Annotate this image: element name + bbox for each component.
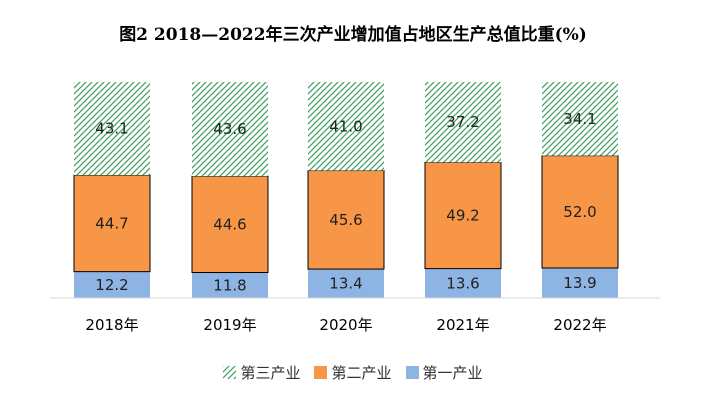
x-tick-label-2: 2020年 xyxy=(319,316,372,334)
data-label-primary-2: 13.4 xyxy=(329,275,362,293)
data-label-primary-4: 13.9 xyxy=(563,274,596,292)
bar-primary-2 xyxy=(308,269,384,298)
data-label-primary-3: 13.6 xyxy=(446,274,479,292)
chart-title: 图2 2018—2022年三次产业增加值占地区生产总值比重(%) xyxy=(119,25,587,45)
legend-item-tertiary: 第三产业 xyxy=(223,362,300,383)
bar-secondary-3 xyxy=(424,161,502,270)
legend-item-secondary: 第二产业 xyxy=(314,362,392,383)
legend: 第三产业 第二产业 第一产业 xyxy=(0,360,706,384)
bar-secondary-0 xyxy=(73,174,151,273)
bar-primary-4 xyxy=(542,267,618,298)
data-label-secondary-2: 45.6 xyxy=(329,211,362,229)
legend-swatch-secondary xyxy=(314,365,328,379)
bar-tertiary-2 xyxy=(308,82,384,171)
bar-secondary-1 xyxy=(191,175,269,274)
bar-tertiary-0 xyxy=(74,82,150,176)
data-label-primary-1: 11.8 xyxy=(213,276,246,294)
bar-tertiary-3 xyxy=(425,82,501,163)
x-tick-label-3: 2021年 xyxy=(436,316,489,334)
data-label-primary-0: 12.2 xyxy=(95,276,128,294)
data-label-tertiary-3: 37.2 xyxy=(446,113,479,131)
data-label-secondary-3: 49.2 xyxy=(446,206,479,224)
legend-swatch-tertiary xyxy=(223,365,237,379)
legend-item-primary: 第一产业 xyxy=(405,362,483,383)
x-tick-label-0: 2018年 xyxy=(85,316,138,334)
legend-label-secondary: 第二产业 xyxy=(331,363,392,382)
x-tick-label-1: 2019年 xyxy=(203,316,256,334)
data-label-tertiary-2: 41.0 xyxy=(329,117,362,135)
bar-secondary-4 xyxy=(541,155,619,269)
x-tick-label-4: 2022年 xyxy=(553,316,606,334)
legend-label-tertiary: 第三产业 xyxy=(240,363,301,382)
data-label-tertiary-0: 43.1 xyxy=(95,120,128,138)
data-label-tertiary-4: 34.1 xyxy=(563,110,596,128)
bar-primary-0 xyxy=(74,271,150,298)
legend-swatch-primary xyxy=(405,365,419,379)
data-label-secondary-1: 44.6 xyxy=(213,215,246,233)
bar-tertiary-1 xyxy=(192,82,268,177)
bar-tertiary-4 xyxy=(542,82,618,156)
data-label-secondary-0: 44.7 xyxy=(95,214,128,232)
legend-label-primary: 第一产业 xyxy=(422,363,483,382)
bar-primary-1 xyxy=(192,272,268,298)
data-label-secondary-4: 52.0 xyxy=(563,203,596,221)
bar-primary-3 xyxy=(425,268,501,298)
ticks-layer: 2018年 2019年 2020年 2021年 2022年 xyxy=(85,316,606,334)
bar-secondary-2 xyxy=(307,170,385,270)
data-label-tertiary-1: 43.6 xyxy=(213,120,246,138)
bars-layer: 12.2 44.7 43.1 11.8 44.6 43.6 13.4 45.6 41.0 13.6… xyxy=(73,82,619,298)
